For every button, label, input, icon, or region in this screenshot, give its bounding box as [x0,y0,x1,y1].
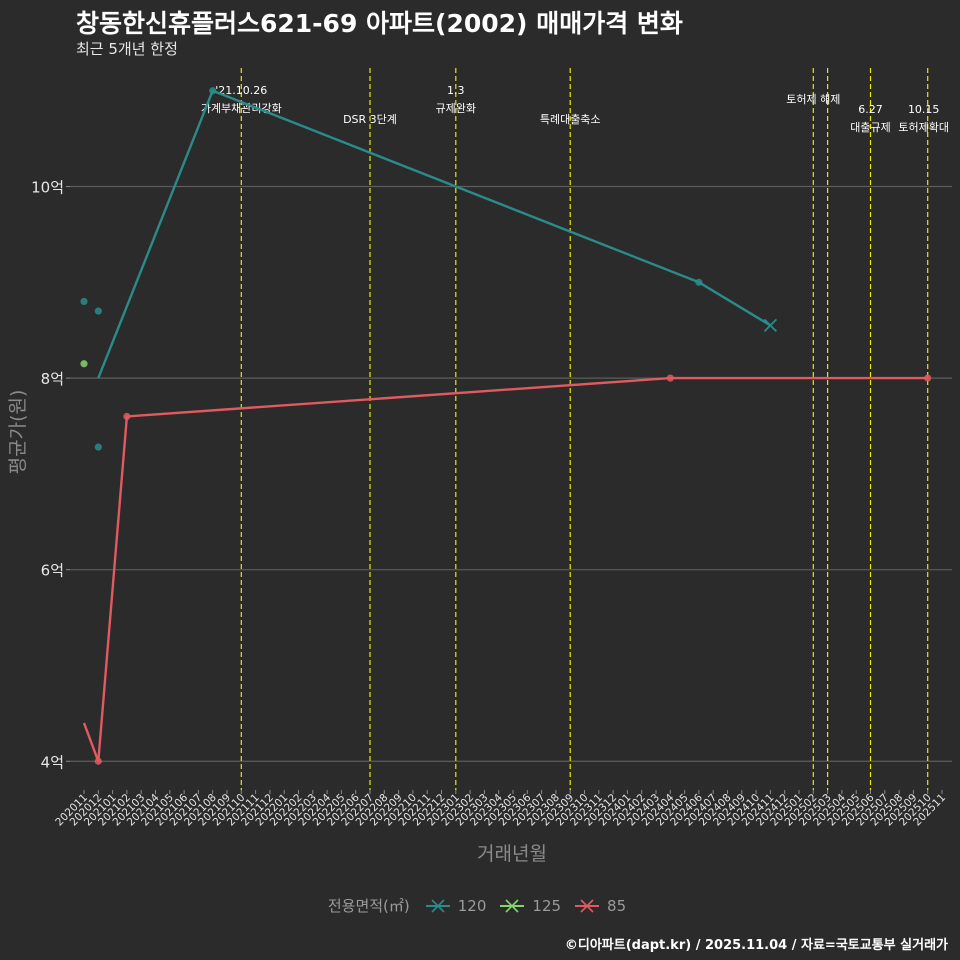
data-point-85 [666,374,674,382]
legend-label-125: 125 [532,896,562,915]
legend-item-125: 125 [498,896,561,916]
legend-title: 전용면적(㎡) [327,897,410,915]
event-label: DSR 3단계 [343,113,397,126]
data-point-120 [209,87,217,95]
event-label: 6.27 [858,103,883,116]
series-line-120 [97,89,772,379]
event-label: '21.10.26 [215,84,267,97]
legend-item-85: 85 [573,896,626,916]
event-label: 특례대출축소 [540,113,601,126]
legend-key-120 [425,898,450,913]
y-axis: 4억 6억 8억 10억 [31,179,70,771]
series-layer [80,87,932,765]
event-label: 가계부채관리강화 [201,102,282,115]
legend: 전용면적(㎡) 120 125 85 [0,895,960,916]
data-point-85 [924,374,932,382]
data-point-120 [94,443,102,451]
event-label: 1.3 [447,84,465,97]
x-axis-label: 거래년월 [477,843,547,865]
data-point-85 [123,412,131,421]
grid-lines [70,185,952,762]
event-label: 대출규제 [850,121,890,134]
data-point-125 [80,360,88,368]
source-caption: ©디아파트(dapt.kr) / 2025.11.04 / 자료=국토교통부 실… [564,938,948,953]
x-axis: 2020112020122021012021022021032021042021… [53,790,948,828]
data-point-120 [80,297,88,306]
event-label: 규제완화 [436,102,476,115]
data-point-120 [94,307,102,315]
data-point-85 [94,757,102,765]
last-trade-marker-120 [763,318,778,333]
data-point-120 [695,278,703,286]
legend-key-125 [500,898,525,913]
event-label: 토허제확대 [898,121,949,134]
y-tick-label: 4억 [41,753,64,771]
y-tick-label: 6억 [41,562,64,580]
legend-key-85 [575,898,600,913]
chart-subtitle: 최근 5개년 한정 [76,40,178,58]
chart-title: 창동한신휴플러스621-69 아파트(2002) 매매가격 변화 [76,9,683,38]
y-axis-label: 평균가(원) [7,390,29,475]
legend-item-120: 120 [424,896,487,916]
y-tick-label: 8억 [41,370,64,388]
legend-label-85: 85 [607,896,627,915]
y-tick-label: 10억 [31,179,64,197]
event-label: 10.15 [908,103,940,116]
event-label: 토허제 해제 [786,92,840,106]
legend-label-120: 120 [457,896,487,915]
